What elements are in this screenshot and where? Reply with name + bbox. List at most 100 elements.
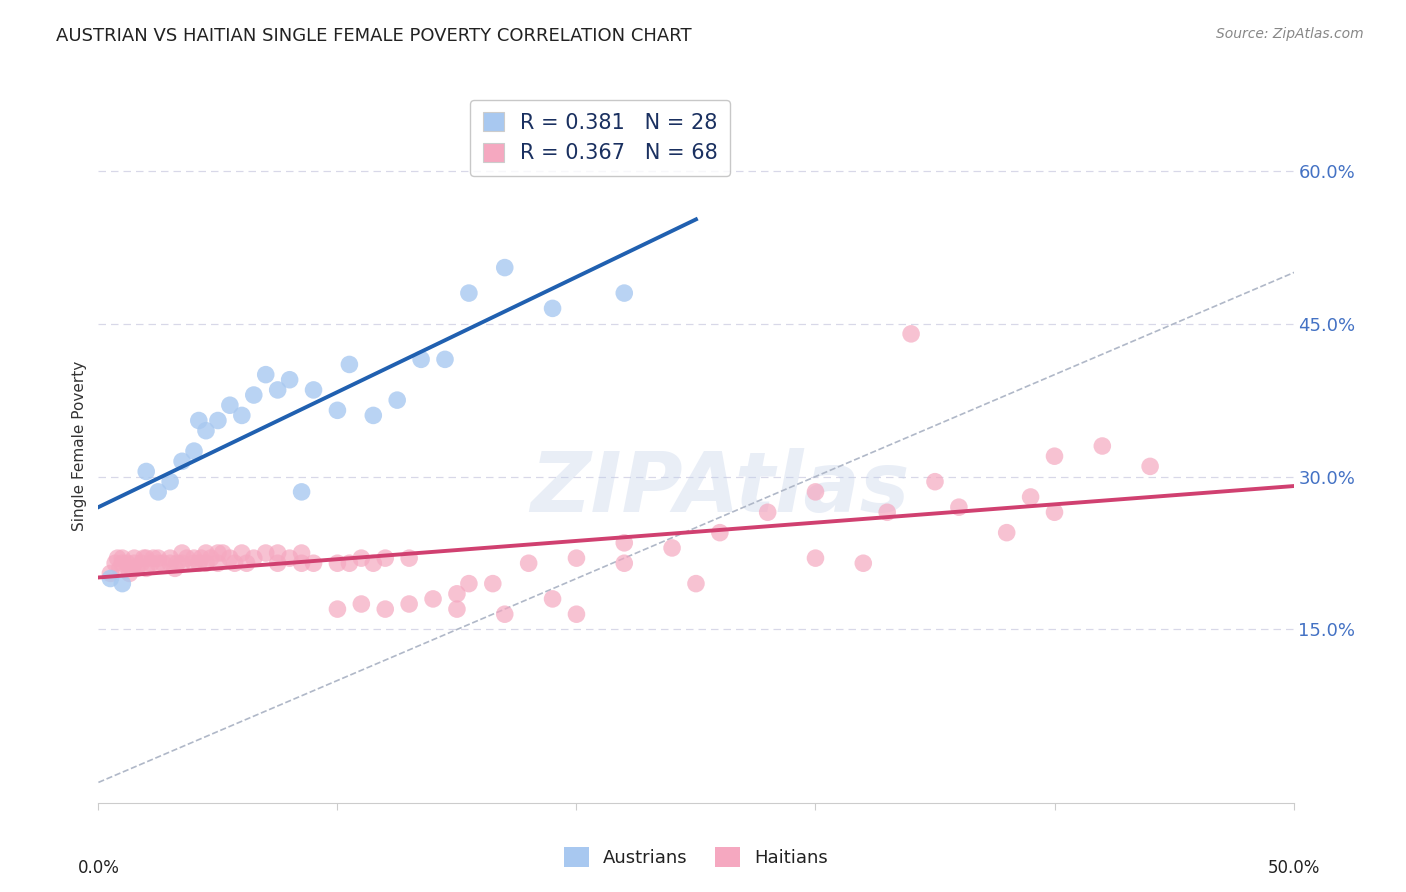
Point (411, 352, 433, 367)
Text: 50.0%: 50.0% (1267, 859, 1320, 877)
Point (804, 484, 827, 499)
Point (494, 260, 516, 275)
Point (187, 556, 209, 570)
Point (235, 556, 257, 570)
Point (254, 368, 277, 382)
Point (481, 576, 505, 591)
Point (195, 556, 218, 570)
Point (159, 475, 181, 489)
Point (139, 556, 162, 570)
Point (326, 556, 349, 570)
Point (190, 551, 212, 566)
Point (207, 413, 229, 427)
Point (132, 551, 155, 566)
Point (541, 591, 564, 606)
Point (267, 556, 290, 570)
Point (326, 403, 349, 417)
Point (422, 591, 444, 606)
Point (661, 541, 683, 555)
Point (1043, 505, 1066, 519)
Point (211, 546, 233, 560)
Point (385, 393, 409, 408)
Point (183, 556, 205, 570)
Point (267, 383, 290, 397)
Point (613, 536, 636, 550)
Point (111, 576, 134, 591)
Point (339, 358, 361, 372)
Point (613, 556, 636, 570)
Point (541, 301, 564, 316)
Point (458, 286, 481, 301)
Point (291, 546, 314, 560)
Legend: R = 0.381   N = 28, R = 0.367   N = 68: R = 0.381 N = 28, R = 0.367 N = 68 (470, 100, 731, 176)
Point (398, 597, 420, 611)
Point (163, 561, 186, 575)
Point (339, 556, 361, 570)
Y-axis label: Single Female Poverty: Single Female Poverty (72, 361, 87, 531)
Point (183, 444, 205, 458)
Point (517, 556, 540, 570)
Point (302, 383, 325, 397)
Point (148, 484, 170, 499)
Point (124, 551, 146, 566)
Point (172, 546, 194, 560)
Point (131, 556, 153, 570)
Point (219, 551, 242, 566)
Point (125, 561, 148, 575)
Point (1043, 449, 1066, 463)
Point (254, 546, 277, 560)
Point (995, 525, 1018, 540)
Point (152, 556, 174, 570)
Text: Source: ZipAtlas.com: Source: ZipAtlas.com (1216, 27, 1364, 41)
Point (135, 551, 157, 566)
Point (458, 576, 481, 591)
Point (183, 551, 205, 566)
Point (852, 556, 875, 570)
Point (98, 572, 122, 586)
Point (1139, 459, 1161, 474)
Point (159, 556, 181, 570)
Point (111, 551, 134, 566)
Point (709, 525, 731, 540)
Point (135, 465, 157, 479)
Point (876, 505, 898, 519)
Point (104, 556, 127, 570)
Point (565, 607, 588, 622)
Point (613, 286, 636, 301)
Point (948, 500, 970, 515)
Point (115, 556, 138, 570)
Point (219, 398, 242, 412)
Point (108, 561, 131, 575)
Point (176, 551, 198, 566)
Point (302, 556, 325, 570)
Point (434, 352, 457, 367)
Point (243, 551, 266, 566)
Point (446, 587, 468, 601)
Point (172, 556, 194, 570)
Point (98, 566, 122, 581)
Text: AUSTRIAN VS HAITIAN SINGLE FEMALE POVERTY CORRELATION CHART: AUSTRIAN VS HAITIAN SINGLE FEMALE POVERT… (56, 27, 692, 45)
Point (107, 551, 129, 566)
Point (121, 561, 143, 575)
Point (159, 551, 181, 566)
Point (363, 409, 385, 423)
Point (187, 413, 209, 427)
Point (350, 597, 373, 611)
Point (1091, 439, 1114, 453)
Point (231, 409, 253, 423)
Point (118, 566, 141, 581)
Point (565, 551, 588, 566)
Point (124, 556, 146, 570)
Point (804, 551, 827, 566)
Point (172, 454, 194, 468)
Point (494, 607, 516, 622)
Point (231, 546, 253, 560)
Point (291, 484, 314, 499)
Point (224, 556, 246, 570)
Point (924, 475, 946, 489)
Point (350, 551, 373, 566)
Point (374, 551, 396, 566)
Point (398, 551, 420, 566)
Point (148, 556, 170, 570)
Point (278, 551, 301, 566)
